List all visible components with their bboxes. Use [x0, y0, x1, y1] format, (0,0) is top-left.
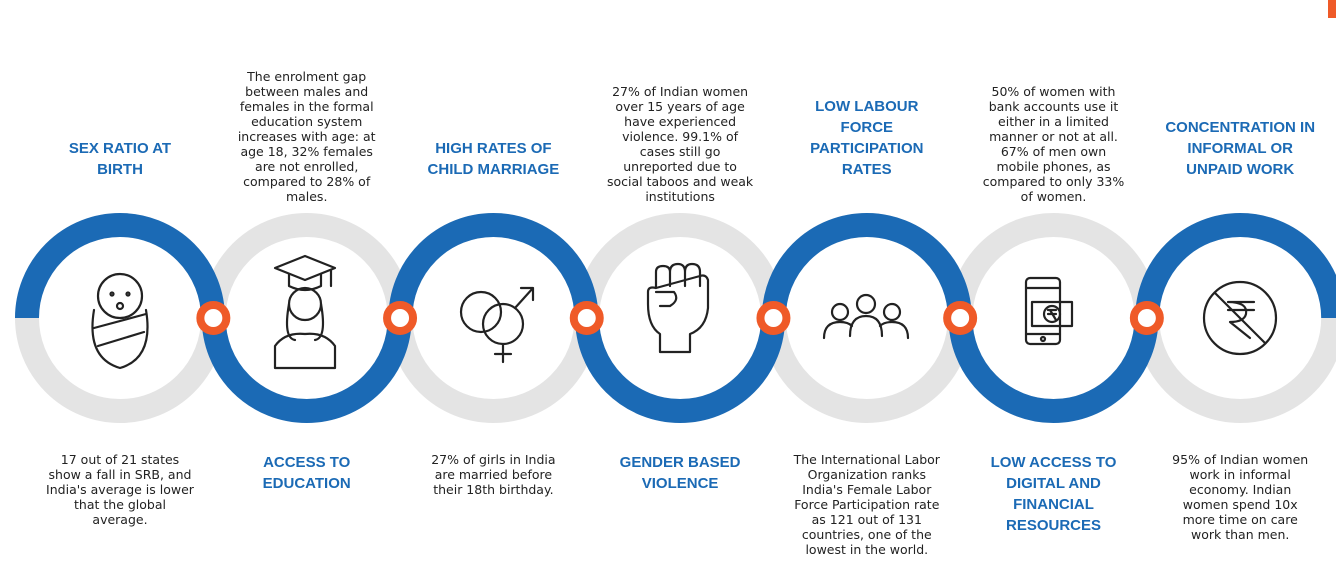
item-title: LOW ACCESS TO DIGITAL AND FINANCIAL RESO…	[990, 454, 1117, 534]
item-text: 50% of women with bank accounts use it e…	[982, 84, 1125, 204]
connector-dot	[383, 301, 418, 335]
rupee-icon	[1202, 280, 1278, 356]
description-block: The enrolment gap between males and fema…	[233, 0, 381, 204]
title-block: ACCESS TO EDUCATION	[232, 452, 382, 494]
item-text: The International Labor Organization ran…	[793, 452, 940, 557]
item-title: LOW LABOUR FORCE PARTICIPATION RATES	[810, 98, 924, 178]
title-block: HIGH RATES OF CHILD MARRIAGE	[418, 0, 568, 180]
ring-blue	[1135, 213, 1336, 319]
description-block: The International Labor Organization ran…	[793, 452, 941, 557]
item-title: CONCENTRATION IN INFORMAL OR UNPAID WORK	[1165, 119, 1316, 178]
icons	[91, 254, 1278, 370]
fist-icon	[646, 262, 710, 354]
item-title: ACCESS TO EDUCATION	[262, 454, 351, 492]
item-title: SEX RATIO AT BIRTH	[68, 140, 172, 178]
connector-dot	[196, 301, 231, 335]
item-text: 17 out of 21 states show a fall in SRB, …	[46, 452, 194, 527]
item-title: HIGH RATES OF CHILD MARRIAGE	[427, 140, 560, 178]
description-block: 95% of Indian women work in informal eco…	[1166, 452, 1314, 542]
mobile-money-icon	[1024, 276, 1074, 346]
connector-dot	[756, 301, 791, 335]
connector-dot	[943, 301, 978, 335]
description-block: 27% of Indian women over 15 years of age…	[606, 0, 754, 204]
people-icon	[822, 293, 910, 340]
gender-icon	[459, 286, 535, 364]
ring-blue	[201, 317, 412, 423]
ring-blue	[388, 213, 599, 319]
item-text: 27% of Indian women over 15 years of age…	[606, 84, 754, 204]
description-block: 50% of women with bank accounts use it e…	[980, 0, 1128, 204]
graduate-icon	[273, 254, 337, 370]
description-block: 27% of girls in India are married before…	[419, 452, 567, 497]
title-block: LOW ACCESS TO DIGITAL AND FINANCIAL RESO…	[979, 452, 1129, 536]
description-block: 17 out of 21 states show a fall in SRB, …	[46, 452, 194, 527]
ring-group	[15, 213, 1336, 423]
ring-blue	[575, 317, 786, 423]
item-text: The enrolment gap between males and fema…	[237, 69, 376, 204]
baby-icon	[91, 272, 149, 370]
ring-blue	[15, 213, 225, 319]
item-text: 27% of girls in India are married before…	[431, 452, 556, 497]
title-block: LOW LABOUR FORCE PARTICIPATION RATES	[792, 0, 942, 180]
item-text: 95% of Indian women work in informal eco…	[1172, 452, 1309, 542]
ring-blue	[761, 213, 972, 319]
ring-blue	[948, 317, 1159, 423]
title-block: CONCENTRATION IN INFORMAL OR UNPAID WORK	[1165, 0, 1315, 180]
title-block: SEX RATIO AT BIRTH	[45, 0, 195, 180]
item-title: GENDER BASED VIOLENCE	[619, 454, 741, 492]
corner-mark	[1328, 0, 1336, 18]
connector-dot	[569, 301, 604, 335]
connector-dot	[1129, 301, 1164, 335]
title-block: GENDER BASED VIOLENCE	[605, 452, 755, 494]
